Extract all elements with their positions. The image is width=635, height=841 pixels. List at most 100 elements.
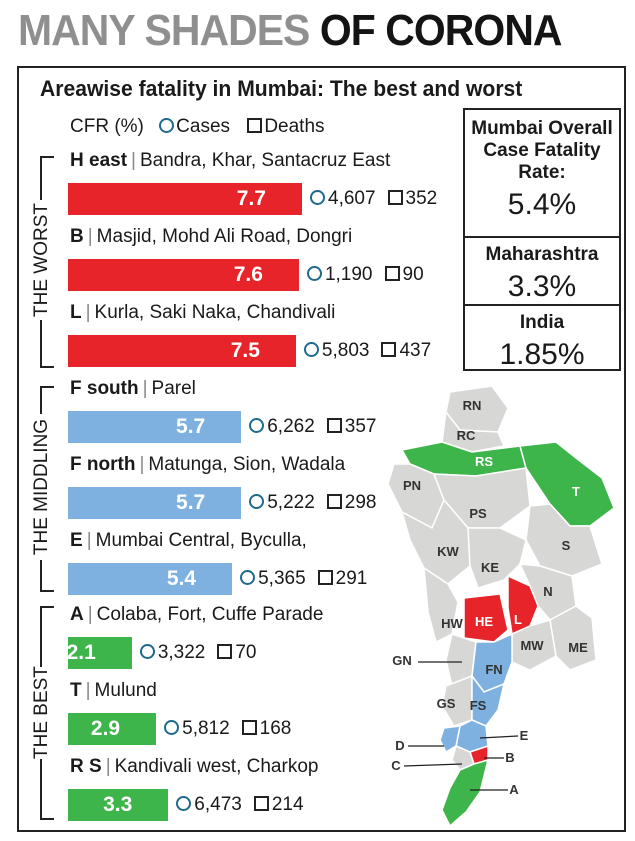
bracket-best-top <box>40 606 54 608</box>
cases-value: 6,473 <box>194 794 242 815</box>
ward-areas: Bandra, Khar, Santacruz East <box>139 150 391 171</box>
cfr-value-label: 7.5 <box>230 339 260 362</box>
ward-label-hw: HW <box>441 616 463 631</box>
row-label: L | Kurla, Saki Naka, Chandivali <box>70 302 335 324</box>
ward-gs <box>441 674 473 727</box>
case-death-stats: 5,365 291 <box>240 568 367 590</box>
deaths-value: 357 <box>344 416 377 437</box>
cfr-bar: 5.7 <box>68 411 242 443</box>
ward-code: H east <box>70 150 128 171</box>
deaths-value: 298 <box>344 492 377 513</box>
group-label-worst: THE WORST <box>31 200 53 320</box>
cfr-bar: 7.5 <box>68 335 296 367</box>
legend-cases: Cases <box>176 116 231 137</box>
ward-label-t: T <box>572 484 580 499</box>
cases-value: 4,607 <box>328 188 376 209</box>
ward-me <box>549 605 597 671</box>
ward-label-c: C <box>391 758 401 773</box>
rate-maharashtra-label: Maharashtra <box>485 244 599 265</box>
rate-divider-2 <box>465 304 619 306</box>
ward-label-l: L <box>514 612 522 627</box>
deaths-square-icon <box>247 118 263 133</box>
cfr-bar: 7.7 <box>68 183 302 215</box>
ward-label-d: D <box>395 738 404 753</box>
ward-areas: Matunga, Sion, Wadala <box>148 454 346 475</box>
pointer-e <box>479 735 519 739</box>
deaths-value: 352 <box>405 188 438 209</box>
separator: | <box>139 454 145 475</box>
case-death-stats: 4,607 352 <box>310 188 437 210</box>
rate-maharashtra-value: 3.3% <box>507 270 577 303</box>
ward-code: L <box>70 302 82 323</box>
cfr-value-label: 5.4 <box>166 567 197 590</box>
cases-circle-icon <box>164 720 180 735</box>
cases-circle-icon <box>139 644 155 659</box>
rate-india-label: India <box>519 312 565 333</box>
cfr-value-label: 7.7 <box>236 187 266 210</box>
ward-areas: Kurla, Saki Naka, Chandivali <box>94 302 336 323</box>
ward-label-ps: PS <box>469 506 487 521</box>
chart-panel <box>17 66 626 832</box>
ward-he <box>463 593 509 643</box>
row-label: H east | Bandra, Khar, Santacruz East <box>70 150 390 172</box>
bracket-middling-bottom <box>40 590 54 592</box>
rate-india-value: 1.85% <box>499 338 585 371</box>
ward-areas: Colaba, Fort, Cuffe Parade <box>96 604 324 625</box>
case-death-stats: 3,322 70 <box>139 642 257 664</box>
cfr-bar: 2.9 <box>68 713 157 745</box>
ward-d <box>439 725 461 754</box>
group-label-best: THE BEST <box>31 666 53 759</box>
cases-value: 3,322 <box>157 642 206 663</box>
ward-label-b: B <box>505 750 514 765</box>
deaths-value: 437 <box>399 340 432 361</box>
case-death-stats: 6,262 357 <box>249 416 376 438</box>
ward-code: F south <box>70 378 139 399</box>
ward-code: A <box>70 604 84 625</box>
ward-ke <box>467 527 527 589</box>
ward-code: R S <box>70 756 102 777</box>
cases-value: 5,365 <box>258 568 306 589</box>
cfr-bar: 7.6 <box>68 259 299 291</box>
ward-label-n: N <box>543 584 552 599</box>
case-death-stats: 5,812 168 <box>164 718 291 740</box>
deaths-value: 291 <box>335 568 368 589</box>
pointer-c <box>403 763 463 767</box>
cfr-bar: 3.3 <box>68 789 169 821</box>
rate-mumbai-value: 5.4% <box>507 188 577 221</box>
cases-value: 1,190 <box>324 264 373 285</box>
separator: | <box>105 756 111 777</box>
cfr-value-label: 7.6 <box>233 263 263 286</box>
row-label: E | Mumbai Central, Byculla, <box>70 530 307 552</box>
cfr-value-label: 3.3 <box>103 793 133 816</box>
row-label: F south | Parel <box>70 378 196 400</box>
ward-label-pn: PN <box>403 478 421 493</box>
headline: MANY SHADES OF CORONA <box>18 6 563 56</box>
case-death-stats: 5,222 298 <box>249 492 376 514</box>
ward-label-rs: RS <box>475 454 493 469</box>
separator: | <box>142 378 148 399</box>
bracket-middling-top <box>40 386 54 388</box>
deaths-square-icon <box>253 796 269 811</box>
ward-code: B <box>70 226 84 247</box>
mumbai-ward-map: RN RC RS PN T PS S KW KE N HE L HW MW ME… <box>387 385 615 828</box>
separator: | <box>86 530 92 551</box>
chart-subtitle: Areawise fatality in Mumbai: The best an… <box>40 76 523 101</box>
deaths-value: 70 <box>235 642 257 663</box>
row-label: R S | Kandivali west, Charkop <box>70 756 318 778</box>
ward-areas: Parel <box>151 378 196 399</box>
cases-circle-icon <box>159 118 175 133</box>
deaths-value: 90 <box>402 264 424 285</box>
ward-label-s: S <box>562 538 571 553</box>
deaths-square-icon <box>326 494 342 509</box>
cases-circle-icon <box>310 190 325 205</box>
deaths-square-icon <box>326 418 342 433</box>
row-label: B | Masjid, Mohd Ali Road, Dongri <box>70 226 352 248</box>
ward-areas: Mumbai Central, Byculla, <box>95 530 307 551</box>
ward-label-rc: RC <box>457 428 476 443</box>
group-label-middling: THE MIDDLING <box>31 414 53 560</box>
cfr-bar: 5.7 <box>68 487 242 519</box>
cfr-value-label: 2.9 <box>90 717 121 740</box>
ward-label-rn: RN <box>463 398 482 413</box>
row-label: T | Mulund <box>70 680 157 702</box>
deaths-square-icon <box>317 570 333 585</box>
